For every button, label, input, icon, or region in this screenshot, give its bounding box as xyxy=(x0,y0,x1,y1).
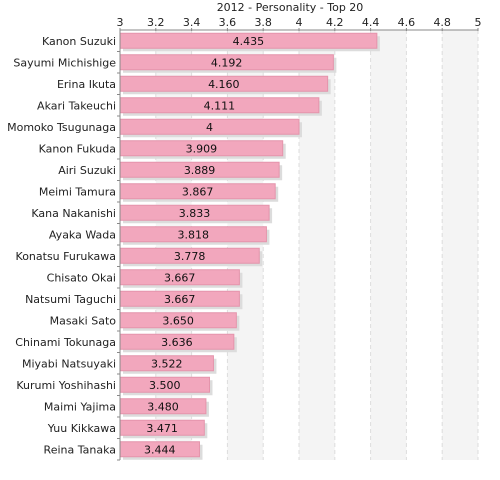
category-label: Chinami Tokunaga xyxy=(15,336,116,349)
x-tick-label: 3 xyxy=(117,16,124,29)
value-label: 3.833 xyxy=(179,207,211,220)
category-label: Kana Nakanishi xyxy=(31,207,116,220)
value-label: 4.435 xyxy=(233,35,265,48)
x-tick-label: 3.6 xyxy=(219,16,237,29)
x-tick-label: 3.8 xyxy=(254,16,272,29)
category-label: Yuu Kikkawa xyxy=(47,422,116,435)
category-label: Kanon Suzuki xyxy=(42,35,116,48)
value-label: 4.111 xyxy=(204,99,236,112)
plot-band xyxy=(155,30,192,460)
x-tick-label: 3.4 xyxy=(183,16,201,29)
category-label: Meimi Tamura xyxy=(39,185,116,198)
value-label: 3.471 xyxy=(146,422,178,435)
x-tick-label: 3.2 xyxy=(147,16,165,29)
value-label: 3.909 xyxy=(186,142,218,155)
x-tick-label: 4.8 xyxy=(433,16,451,29)
category-label: Kurumi Yoshihashi xyxy=(16,379,116,392)
value-label: 4 xyxy=(206,121,213,134)
category-label: Akari Takeuchi xyxy=(37,99,116,112)
value-label: 3.667 xyxy=(164,271,196,284)
value-label: 3.636 xyxy=(161,336,193,349)
value-label: 4.192 xyxy=(211,56,243,69)
value-label: 3.867 xyxy=(182,185,214,198)
value-label: 3.480 xyxy=(147,400,179,413)
category-label: Kanon Fukuda xyxy=(39,142,116,155)
category-label: Chisato Okai xyxy=(47,271,116,284)
category-label: Maimi Yajima xyxy=(44,400,116,413)
value-label: 3.889 xyxy=(184,164,216,177)
value-label: 3.818 xyxy=(177,228,209,241)
x-tick-label: 5 xyxy=(475,16,482,29)
plot-band xyxy=(442,30,478,460)
plot-band xyxy=(299,30,335,460)
value-label: 3.667 xyxy=(164,293,196,306)
plot-band xyxy=(370,30,407,460)
category-label: Konatsu Furukawa xyxy=(16,250,116,263)
axes xyxy=(117,28,479,461)
category-label: Miyabi Natsuyaki xyxy=(22,357,116,370)
value-label: 3.500 xyxy=(149,379,181,392)
x-tick-label: 4.6 xyxy=(398,16,416,29)
plot-bands xyxy=(155,30,478,460)
value-label: 3.522 xyxy=(151,357,183,370)
value-label: 3.444 xyxy=(144,443,176,456)
value-label: 4.160 xyxy=(208,78,240,91)
x-tick-label: 4.2 xyxy=(326,16,344,29)
category-label: Momoko Tsugunaga xyxy=(7,121,116,134)
x-tick-label: 4.4 xyxy=(362,16,380,29)
bars: 4.435 Kanon Suzuki 4.192 Sayumi Michishige 4… xyxy=(7,32,380,460)
category-label: Reina Tanaka xyxy=(44,443,116,456)
x-tick-label: 4 xyxy=(296,16,303,29)
plot-band xyxy=(227,30,264,460)
category-label: Sayumi Michishige xyxy=(13,56,116,69)
value-label: 3.650 xyxy=(162,314,194,327)
category-label: Masaki Sato xyxy=(50,314,117,327)
chart-title: 2012 - Personality - Top 20 xyxy=(217,1,364,14)
category-label: Erina Ikuta xyxy=(57,78,116,91)
category-label: Natsumi Taguchi xyxy=(25,293,116,306)
value-label: 3.778 xyxy=(174,250,206,263)
category-label: Airi Suzuki xyxy=(58,164,116,177)
x-tick-labels: 3 3.2 3.4 3.6 3.8 4 4.2 4.4 4.6 4.8 5 xyxy=(117,16,482,29)
category-label: Ayaka Wada xyxy=(49,228,116,241)
